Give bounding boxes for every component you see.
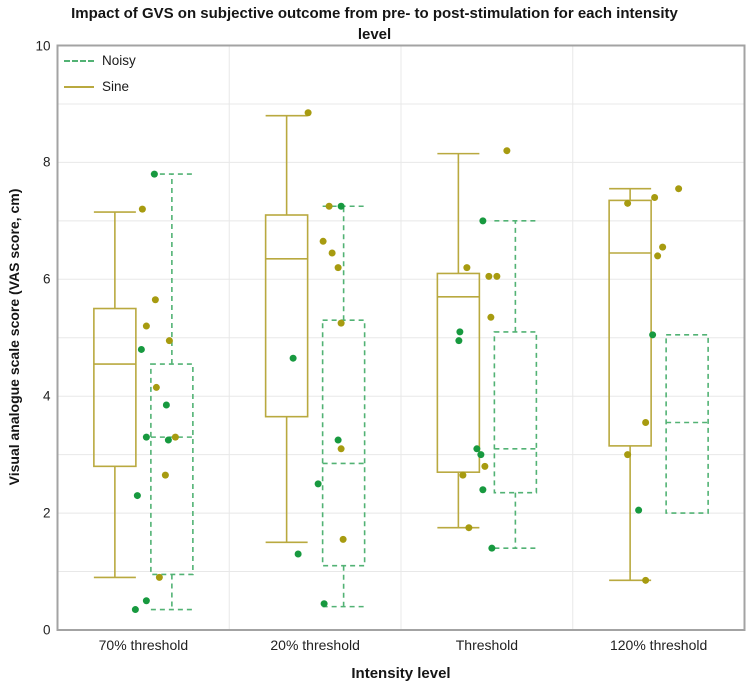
y-tick-label-6: 6: [42, 271, 51, 287]
data-point-sine: [337, 445, 345, 453]
noisy-dashed-line-swatch-icon: [64, 59, 94, 62]
data-point-sine: [142, 322, 150, 330]
x-tick-label-70-threshold: 70% threshold: [98, 637, 189, 653]
data-point-sine: [463, 264, 471, 272]
data-point-noisy: [479, 486, 487, 494]
noisy-box-70-threshold: [150, 173, 194, 611]
data-point-noisy: [455, 337, 463, 345]
sine-solid-line-swatch-icon: [64, 85, 94, 88]
data-point-sine: [659, 243, 667, 251]
data-point-sine: [161, 471, 169, 479]
data-point-sine: [337, 319, 345, 327]
data-point-sine: [325, 202, 333, 210]
data-point-sine: [459, 471, 467, 479]
data-point-sine: [304, 109, 312, 117]
data-point-sine: [151, 296, 159, 304]
x-axis-title: Intensity level: [351, 665, 451, 682]
legend-item-noisy-label: Noisy: [102, 53, 136, 68]
data-point-sine: [624, 451, 632, 459]
data-point-sine: [675, 185, 683, 193]
data-point-sine: [485, 272, 493, 280]
data-point-noisy: [334, 436, 342, 444]
chart-title: Impact of GVS on subjective outcome from…: [71, 5, 678, 43]
data-point-sine: [481, 462, 489, 470]
sine-box-70-threshold: [93, 211, 137, 579]
data-point-sine: [339, 535, 347, 543]
noisy-box-threshold: [493, 220, 538, 549]
data-point-noisy: [142, 433, 150, 441]
x-tick-label-120-threshold: 120% threshold: [609, 637, 708, 653]
data-point-sine: [319, 237, 327, 245]
data-point-sine: [138, 205, 146, 213]
data-point-sine: [642, 576, 650, 584]
sine-box-threshold: [436, 152, 481, 529]
data-point-noisy: [150, 170, 158, 178]
y-tick-label-2: 2: [42, 505, 51, 521]
data-point-noisy: [314, 480, 322, 488]
noisy-box-20-threshold: [321, 205, 366, 608]
data-point-noisy: [162, 401, 170, 409]
data-point-sine: [624, 199, 632, 207]
data-point-sine: [334, 264, 342, 272]
data-point-sine: [165, 337, 173, 345]
sine-box-20-threshold: [264, 114, 309, 544]
data-point-noisy: [488, 544, 496, 552]
data-point-noisy: [477, 451, 485, 459]
data-point-noisy: [133, 492, 141, 500]
legend-item-sine: Sine: [64, 79, 136, 94]
data-point-sine: [155, 573, 163, 581]
y-tick-label-0: 0: [42, 622, 51, 638]
y-tick-label-10: 10: [35, 38, 51, 53]
noisy-box-120-threshold: [665, 334, 709, 514]
sine-box-120-threshold: [608, 187, 652, 582]
legend: Noisy Sine: [64, 53, 136, 94]
x-tick-label-threshold: Threshold: [455, 637, 519, 653]
data-point-sine: [171, 433, 179, 441]
data-point-noisy: [456, 328, 464, 336]
legend-item-sine-label: Sine: [102, 79, 130, 94]
x-tick-label-20-threshold: 20% threshold: [270, 637, 360, 653]
data-point-noisy: [635, 506, 643, 514]
data-point-noisy: [142, 597, 150, 605]
data-point-noisy: [289, 354, 297, 362]
plot-border: [56, 44, 746, 631]
data-point-sine: [328, 249, 336, 257]
y-tick-label-8: 8: [42, 154, 51, 170]
data-point-noisy: [294, 550, 302, 558]
legend-item-noisy: Noisy: [64, 53, 136, 68]
data-point-noisy: [473, 445, 481, 453]
data-point-noisy: [131, 606, 139, 614]
data-point-sine: [465, 524, 473, 532]
data-point-sine: [654, 252, 662, 260]
data-point-sine: [493, 272, 501, 280]
data-point-noisy: [337, 202, 345, 210]
data-point-noisy: [320, 600, 328, 608]
data-point-noisy: [164, 436, 172, 444]
data-point-noisy: [137, 345, 145, 353]
data-point-noisy: [479, 217, 487, 225]
data-point-noisy: [649, 331, 657, 339]
data-point-sine: [642, 419, 650, 427]
data-point-sine: [503, 147, 511, 155]
data-point-sine: [487, 313, 495, 321]
y-tick-label-4: 4: [42, 388, 51, 404]
data-point-sine: [651, 193, 659, 201]
data-point-sine: [152, 383, 160, 391]
